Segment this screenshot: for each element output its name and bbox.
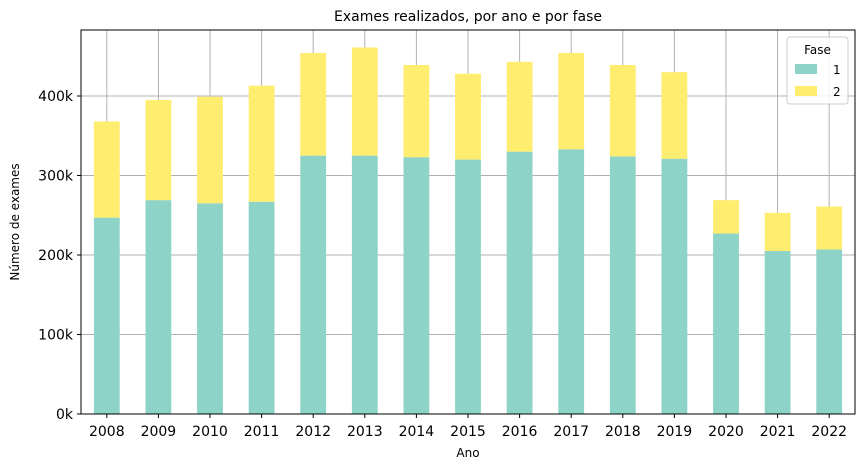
bar-fase-2-2014 <box>403 64 430 158</box>
bar-fase-1-2017 <box>558 149 585 415</box>
x-tick-label: 2009 <box>141 424 177 440</box>
bar-fase-2-2009 <box>145 99 172 201</box>
legend-swatch-fase-1 <box>795 64 817 74</box>
bar-fase-1-2010 <box>197 203 223 414</box>
legend-items: 12 <box>795 63 841 99</box>
x-tick-label: 2021 <box>760 424 796 440</box>
bar-fase-2-2016 <box>506 61 533 152</box>
bar-fase-2-2010 <box>197 96 223 204</box>
legend-title: Fase <box>804 43 831 57</box>
bar-fase-2-2021 <box>764 212 791 252</box>
y-tick-label: 300k <box>38 168 74 184</box>
bar-fase-2-2018 <box>609 64 636 157</box>
x-tick-label: 2010 <box>192 424 228 440</box>
chart-title: Exames realizados, por ano e por fase <box>334 9 602 25</box>
x-tick-label: 2022 <box>811 424 847 440</box>
x-tick-label: 2012 <box>295 424 331 440</box>
x-tick-label: 2017 <box>553 424 589 440</box>
x-tick-label: 2016 <box>502 424 538 440</box>
y-tick-label: 0k <box>56 407 74 423</box>
bars <box>93 47 843 415</box>
bar-fase-2-2022 <box>816 206 843 250</box>
x-tick-label: 2018 <box>605 424 641 440</box>
bar-fase-1-2009 <box>145 200 172 414</box>
bar-fase-1-2012 <box>300 155 327 414</box>
legend-label-fase-1: 1 <box>833 63 841 77</box>
bar-fase-1-2021 <box>764 251 791 414</box>
bar-fase-1-2018 <box>609 156 636 414</box>
y-tick-label: 400k <box>38 89 74 105</box>
y-tick-label: 100k <box>38 327 74 343</box>
bar-fase-1-2011 <box>248 201 275 414</box>
legend: Fase 12 <box>786 36 849 105</box>
legend-swatch-fase-2 <box>795 86 817 96</box>
bar-fase-1-2013 <box>351 155 378 414</box>
bar-fase-1-2022 <box>816 249 843 414</box>
x-tick-label: 2008 <box>89 424 125 440</box>
bar-fase-2-2019 <box>661 72 688 159</box>
y-axis: 0k 100k 200k 300k 400k <box>38 89 81 423</box>
legend-label-fase-2: 2 <box>833 85 841 99</box>
bar-fase-2-2011 <box>248 85 275 202</box>
bar-fase-1-2008 <box>93 217 120 414</box>
bar-fase-1-2019 <box>661 158 688 414</box>
x-tick-label: 2020 <box>708 424 744 440</box>
x-axis-label: Ano <box>456 446 479 460</box>
bar-fase-2-2013 <box>351 47 378 156</box>
y-tick-label: 200k <box>38 248 74 264</box>
x-tick-label: 2015 <box>450 424 486 440</box>
y-axis-label: Número de exames <box>8 163 22 280</box>
bar-fase-1-2014 <box>403 157 430 415</box>
x-tick-label: 2019 <box>657 424 693 440</box>
bar-fase-2-2020 <box>713 200 739 234</box>
bar-fase-2-2008 <box>93 121 120 218</box>
bar-fase-2-2017 <box>558 53 585 150</box>
bar-fase-1-2016 <box>506 151 533 414</box>
x-tick-label: 2014 <box>399 424 435 440</box>
bar-fase-1-2020 <box>713 233 739 414</box>
x-axis: 2008 2009 2010 2011 2012 2013 2014 2015 2016 2017… <box>89 414 847 440</box>
x-tick-label: 2011 <box>244 424 280 440</box>
bar-fase-2-2012 <box>300 53 327 156</box>
x-tick-label: 2013 <box>347 424 383 440</box>
bar-fase-2-2015 <box>455 73 481 160</box>
bar-fase-1-2015 <box>455 159 481 414</box>
